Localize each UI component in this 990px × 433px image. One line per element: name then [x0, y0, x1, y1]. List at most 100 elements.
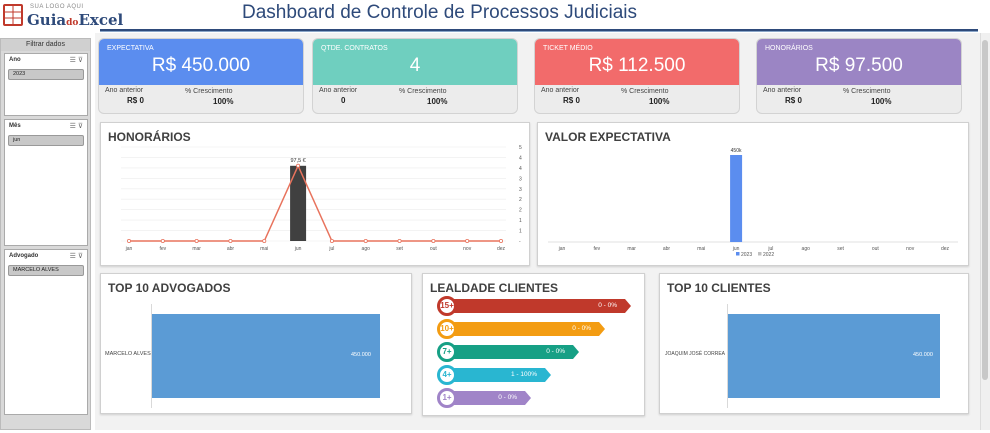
kpi-header: TICKET MÉDIO R$ 112.500	[535, 39, 739, 85]
kpi-card: TICKET MÉDIO R$ 112.500 Ano anterior R$ …	[534, 38, 740, 114]
advogado-value: 450.000	[351, 352, 371, 358]
kpi-growth-label: % Crescimento	[185, 88, 233, 95]
scrollbar-thumb[interactable]	[982, 40, 988, 380]
advogado-bar[interactable]	[152, 314, 380, 398]
page-title: Dashboard de Controle de Processos Judic…	[242, 2, 637, 23]
clear-filter-icon[interactable]: ⊽	[77, 57, 83, 64]
x-tick-label: out	[430, 246, 438, 252]
top-clientes-panel: TOP 10 CLIENTES JOAQUIM JOSÉ CORREA 450.…	[659, 273, 969, 414]
honorarios-point	[228, 239, 233, 244]
advogado-name: MARCELO ALVES	[105, 351, 151, 357]
kpi-label: TICKET MÉDIO	[543, 45, 593, 52]
x-tick-label: mar	[192, 246, 201, 252]
honorarios-point	[194, 239, 199, 244]
x-tick-label: nov	[463, 246, 472, 252]
kpi-header: QTDE. CONTRATOS 4	[313, 39, 517, 85]
honorarios-bar	[290, 165, 307, 241]
lealdade-bar: 0 - 0%	[445, 322, 605, 336]
x-tick-label: jun	[294, 246, 302, 252]
lealdade-badge: 15+	[437, 296, 457, 316]
honorarios-point	[363, 239, 368, 244]
header: SUA LOGO AQUI GuiadoExcel Dashboard de C…	[0, 0, 990, 30]
honorarios-panel: HONORÁRIOS 5 4 4 3 3 2 2 1 1 - jan fev mar abr mai 97,5…	[100, 122, 530, 266]
honorarios-point	[262, 239, 267, 244]
kpi-card: QTDE. CONTRATOS 4 Ano anterior 0 % Cresc…	[312, 38, 518, 114]
multi-select-icon[interactable]: ☰	[69, 57, 76, 64]
valor-expectativa-panel: VALOR EXPECTATIVA jan fev mar abr mai 450k jun…	[537, 122, 969, 266]
valor-expectativa-chart: jan fev mar abr mai 450k jun jul ago set out nov dez…	[548, 148, 958, 258]
honorarios-point	[126, 239, 131, 244]
axis-line	[151, 304, 152, 408]
slicer-controls: ☰ ⊽	[70, 252, 83, 260]
lealdade-badge: 4+	[437, 365, 457, 385]
x-tick-label: dez	[497, 246, 506, 252]
x-tick-label: out	[872, 246, 880, 252]
kpi-prev-value: R$ 0	[563, 96, 580, 105]
slicer-controls: ☰ ⊽	[70, 122, 83, 130]
slicer-controls: ☰ ⊽	[70, 56, 83, 64]
kpi-prev-label: Ano anterior	[763, 87, 802, 94]
data-label: 97,5 €	[290, 158, 305, 164]
x-tick-label: jul	[767, 246, 773, 252]
kpi-header: EXPECTATIVA R$ 450.000	[99, 39, 303, 85]
lealdade-bar: 0 - 0%	[445, 299, 631, 313]
multi-select-icon[interactable]: ☰	[69, 123, 76, 130]
clear-filter-icon[interactable]: ⊽	[77, 123, 83, 130]
x-tick-label: ago	[362, 246, 371, 252]
x-tick-label: jan	[558, 246, 566, 252]
kpi-value: 4	[409, 55, 421, 76]
top-clientes-title: TOP 10 CLIENTES	[667, 281, 771, 295]
kpi-label: EXPECTATIVA	[107, 45, 154, 52]
kpi-card: EXPECTATIVA R$ 450.000 Ano anterior R$ 0…	[98, 38, 304, 114]
y-tick-label: 4	[519, 155, 522, 161]
cliente-value: 450.000	[913, 352, 933, 358]
kpi-value: R$ 97.500	[815, 55, 903, 76]
honorarios-title: HONORÁRIOS	[108, 130, 191, 144]
multi-select-icon[interactable]: ☰	[69, 253, 76, 260]
kpi-value: R$ 112.500	[588, 55, 686, 76]
kpi-growth-label: % Crescimento	[843, 88, 891, 95]
cliente-bar[interactable]	[728, 314, 940, 398]
kpi-growth-value: 100%	[427, 97, 448, 106]
x-tick-label: set	[837, 246, 844, 252]
honorarios-point	[498, 239, 503, 244]
x-tick-label: nov	[906, 246, 915, 252]
y-tick-label: 1	[519, 218, 522, 224]
kpi-growth-value: 100%	[213, 97, 234, 106]
x-tick-label: jul	[328, 246, 334, 252]
clear-filter-icon[interactable]: ⊽	[77, 253, 83, 260]
kpi-growth-value: 100%	[871, 97, 892, 106]
honorarios-chart: 5 4 4 3 3 2 2 1 1 - jan fev mar abr mai 97,5 € jun jul ago…	[121, 145, 522, 252]
slicer-item-marcelo-alves[interactable]: MARCELO ALVES	[8, 265, 84, 276]
filter-panel: Filtrar dados Ano ☰ ⊽ 2023 Mês ☰ ⊽ jun A…	[0, 38, 91, 430]
y-tick-label: 3	[519, 176, 522, 182]
cliente-name: JOAQUIM JOSÉ CORREA	[665, 351, 726, 357]
y-tick-label: 2	[519, 208, 522, 214]
x-tick-label: fev	[159, 246, 166, 252]
logo-grid-icon	[3, 4, 23, 26]
slicer-title: Mês	[9, 123, 21, 129]
kpi-value: R$ 450.000	[151, 55, 251, 76]
x-tick-label: jun	[732, 246, 740, 252]
legend-label: 2022	[763, 252, 774, 258]
kpi-header: HONORÁRIOS R$ 97.500	[757, 39, 961, 85]
legend-swatch	[758, 252, 762, 256]
slicer-title: Advogado	[9, 253, 39, 259]
kpi-prev-label: Ano anterior	[319, 87, 358, 94]
kpi-prev-value: R$ 0	[785, 96, 802, 105]
x-tick-label: fev	[593, 246, 600, 252]
slicer-item-jun[interactable]: jun	[8, 135, 84, 146]
kpi-growth-value: 100%	[649, 97, 670, 106]
slicer-title: Ano	[9, 57, 21, 63]
kpi-card: HONORÁRIOS R$ 97.500 Ano anterior R$ 0 %…	[756, 38, 962, 114]
x-tick-label: dez	[941, 246, 950, 252]
y-tick-label: 4	[519, 166, 522, 172]
x-tick-label: set	[396, 246, 403, 252]
slicer-mes: Mês ☰ ⊽ jun	[4, 119, 88, 246]
lealdade-title: LEALDADE CLIENTES	[430, 281, 559, 295]
lealdade-badge: 10+	[437, 319, 457, 339]
top-advogados-panel: TOP 10 ADVOGADOS MARCELO ALVES 450.000	[100, 273, 412, 414]
y-tick-label: -	[519, 239, 521, 245]
slicer-item-2023[interactable]: 2023	[8, 69, 84, 80]
kpi-label: HONORÁRIOS	[765, 45, 813, 52]
